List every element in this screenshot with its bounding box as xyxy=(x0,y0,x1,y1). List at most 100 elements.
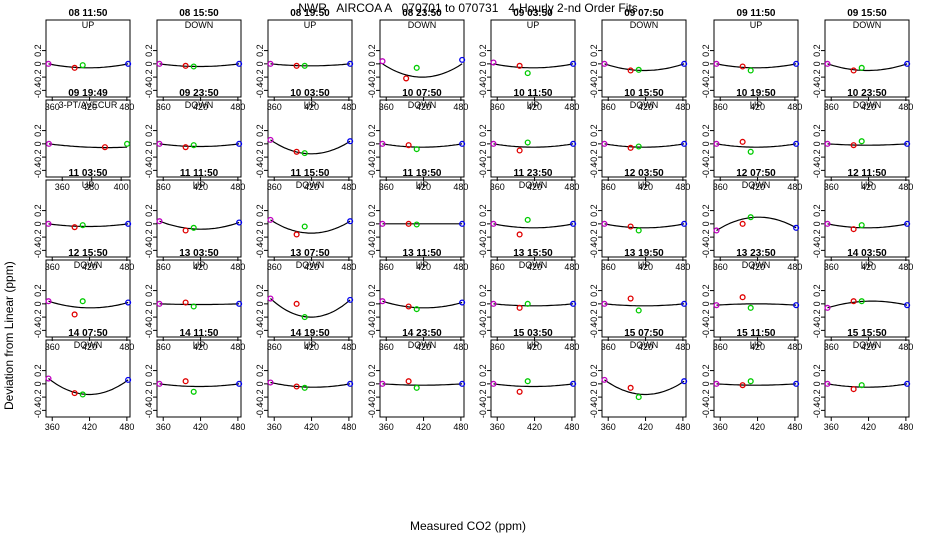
x-tick-label: 480 xyxy=(119,102,134,112)
panel-frame xyxy=(45,179,131,258)
x-tick-label: 360 xyxy=(45,422,60,432)
x-tick-label: 360 xyxy=(267,102,282,112)
panel-title: 12 11:50 xyxy=(848,168,887,179)
y-tick-label: -0.4 xyxy=(478,243,488,259)
data-point xyxy=(793,380,800,387)
y-tick-label: -0.4 xyxy=(255,163,265,179)
panel-title: 08 23:50 xyxy=(402,8,442,19)
data-point xyxy=(156,218,163,225)
x-tick-label: 420 xyxy=(861,102,876,112)
panel-title: 10 23:50 xyxy=(847,88,887,99)
y-tick-label: 0 xyxy=(367,61,377,66)
panel-frame xyxy=(713,179,799,258)
x-tick-label: 480 xyxy=(787,342,802,352)
x-tick-label: 480 xyxy=(564,342,579,352)
panel-subtitle: UP xyxy=(193,340,206,350)
x-tick-label: 360 xyxy=(601,342,616,352)
y-tick-label: 0.2 xyxy=(255,124,265,137)
data-point xyxy=(858,64,865,71)
y-tick-label: 0 xyxy=(255,141,265,146)
data-point xyxy=(156,140,163,147)
y-tick-label: 0.2 xyxy=(478,124,488,137)
x-tick-label: 420 xyxy=(416,182,431,192)
y-tick-label: -0.4 xyxy=(701,323,711,339)
data-point xyxy=(79,298,86,305)
x-tick-label: 480 xyxy=(787,102,802,112)
data-point xyxy=(190,224,197,231)
panel-frame xyxy=(379,339,465,418)
x-tick-label: 480 xyxy=(675,102,690,112)
panel-frame xyxy=(601,19,687,98)
data-point xyxy=(490,59,497,66)
y-tick-label: -0.4 xyxy=(33,163,43,179)
data-point xyxy=(490,220,497,227)
data-point xyxy=(858,382,865,389)
x-tick-label: 480 xyxy=(341,422,356,432)
panel-title: 12 03:50 xyxy=(624,168,664,179)
data-point xyxy=(627,384,634,391)
panel-frame xyxy=(45,99,131,178)
panel-frame xyxy=(490,179,576,258)
x-tick-label: 480 xyxy=(341,182,356,192)
data-point xyxy=(570,220,577,227)
panel-subtitle: UP xyxy=(527,20,540,30)
data-point xyxy=(125,220,132,227)
y-tick-label: 0 xyxy=(144,221,154,226)
panel-title: 14 03:50 xyxy=(847,248,887,259)
y-tick-label: 0.2 xyxy=(33,284,43,297)
x-tick-label: 480 xyxy=(564,262,579,272)
panel-subtitle: DOWN xyxy=(742,260,771,270)
data-point xyxy=(301,150,308,157)
y-tick-label: -0.2 xyxy=(33,69,43,85)
data-point xyxy=(405,220,412,227)
y-tick-label: -0.4 xyxy=(812,83,822,99)
fit-curve xyxy=(493,143,574,148)
panel-subtitle: DOWN xyxy=(185,20,214,30)
x-tick-label: 420 xyxy=(193,182,208,192)
data-point xyxy=(635,394,642,401)
panel-subtitle: DOWN xyxy=(408,20,437,30)
data-point xyxy=(635,66,642,73)
fit-curve xyxy=(604,303,685,307)
panel-frame xyxy=(713,259,799,338)
panel-subtitle: DOWN xyxy=(630,340,659,350)
y-tick-label: 0 xyxy=(144,381,154,386)
y-tick-label: -0.4 xyxy=(144,403,154,419)
x-tick-label: 420 xyxy=(193,342,208,352)
y-tick-label: 0.2 xyxy=(701,204,711,217)
x-tick-label: 360 xyxy=(156,342,171,352)
panel-subtitle: UP xyxy=(527,340,540,350)
data-point xyxy=(793,60,800,67)
data-point xyxy=(71,224,78,231)
y-tick-label: -0.2 xyxy=(367,69,377,85)
panel-subtitle: 3-PT/AVECUR xyxy=(59,100,118,110)
y-tick-label: -0.4 xyxy=(33,323,43,339)
data-point xyxy=(405,378,412,385)
y-tick-label: -0.2 xyxy=(144,389,154,405)
panel-subtitle: DOWN xyxy=(630,100,659,110)
panel-title: 09 03:50 xyxy=(513,8,553,19)
y-tick-label: 0 xyxy=(33,381,43,386)
y-tick-label: -0.2 xyxy=(255,309,265,325)
y-tick-label: 0 xyxy=(589,61,599,66)
y-tick-label: 0 xyxy=(701,301,711,306)
panel-title: 10 07:50 xyxy=(402,88,442,99)
data-point xyxy=(627,223,634,230)
x-tick-label: 360 xyxy=(267,182,282,192)
data-point xyxy=(293,231,300,238)
fit-curve xyxy=(159,303,240,306)
data-point xyxy=(858,138,865,145)
fit-curve xyxy=(382,300,463,309)
data-point xyxy=(739,138,746,145)
x-tick-label: 420 xyxy=(750,262,765,272)
y-tick-label: 0 xyxy=(367,381,377,386)
data-point xyxy=(190,388,197,395)
data-point xyxy=(301,314,308,321)
fit-curve xyxy=(159,383,240,388)
y-tick-label: -0.2 xyxy=(701,69,711,85)
data-point xyxy=(739,63,746,70)
data-point xyxy=(850,386,857,393)
